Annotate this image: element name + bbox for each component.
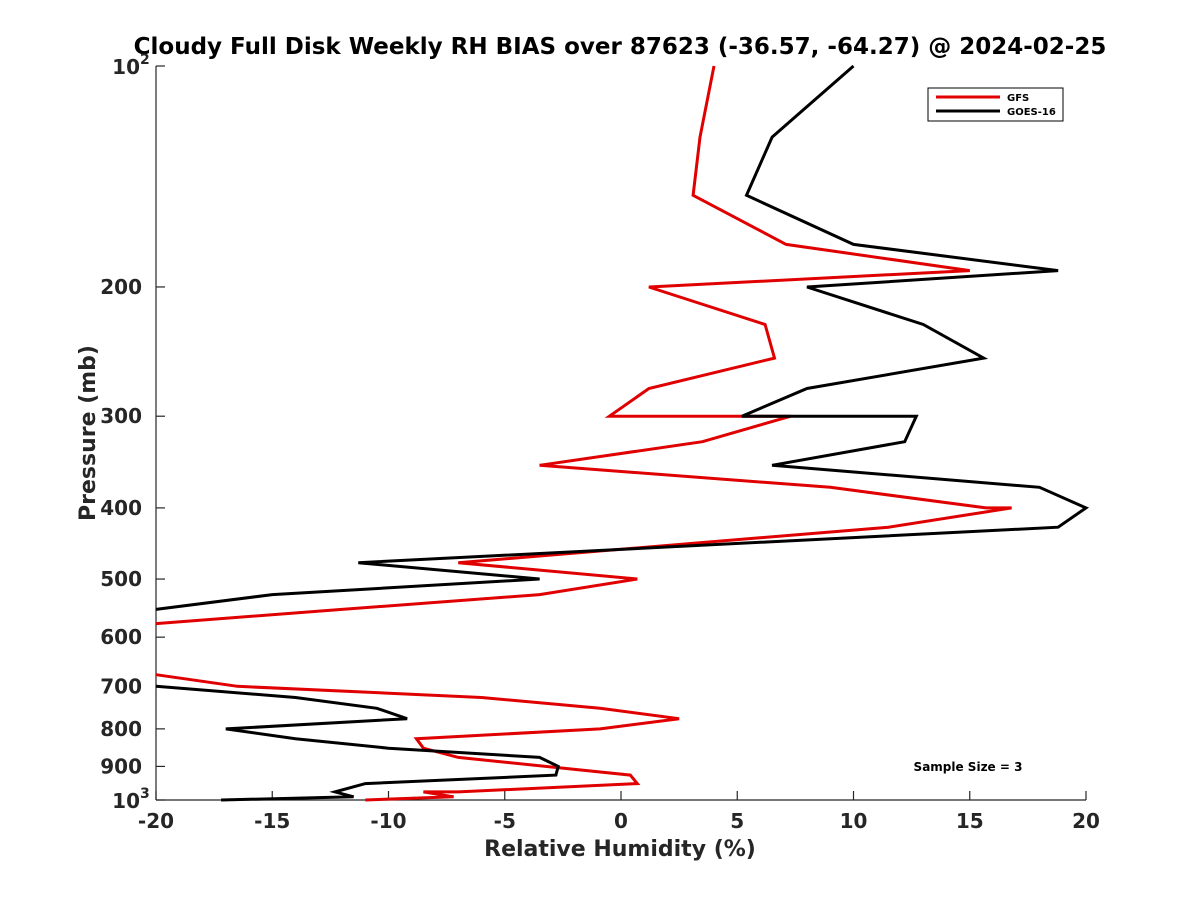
y-tick-exponent: 2	[140, 52, 150, 68]
y-tick-label: 900	[100, 754, 142, 778]
x-tick-label: -10	[370, 809, 406, 833]
y-tick-label: 10	[112, 55, 140, 79]
sample-size-annotation: Sample Size = 3	[914, 760, 1023, 774]
x-tick-label: 10	[840, 809, 868, 833]
chart-title: Cloudy Full Disk Weekly RH BIAS over 876…	[134, 34, 1107, 60]
x-tick-label: 0	[614, 809, 628, 833]
legend-box	[927, 87, 1064, 122]
x-tick-label: 5	[730, 809, 744, 833]
y-tick-label: 300	[100, 404, 142, 428]
legend-label: GOES-16	[1007, 107, 1056, 118]
x-axis-label: Relative Humidity (%)	[484, 837, 756, 862]
y-tick-label: 10	[112, 789, 140, 813]
x-axis-ticks: -20 -15 -10 -5 0 5 10 15 20	[138, 791, 1100, 833]
y-tick-label: 500	[100, 567, 142, 591]
y-tick-exponent: 3	[140, 786, 150, 802]
series-line-gfs	[155, 65, 1012, 802]
y-tick-label: 400	[100, 496, 142, 520]
x-tick-label: -5	[494, 809, 516, 833]
x-tick-label: -15	[254, 809, 290, 833]
legend-label: GFS	[1007, 93, 1029, 104]
legend: GFS GOES-16	[927, 87, 1064, 122]
y-axis-label: Pressure (mb)	[76, 345, 101, 521]
x-tick-label: 15	[956, 809, 984, 833]
x-tick-label: -20	[138, 809, 174, 833]
y-tick-label: 800	[100, 717, 142, 741]
series-layer	[155, 64, 1090, 802]
y-tick-label: 200	[100, 275, 142, 299]
x-tick-label: 20	[1072, 809, 1100, 833]
y-tick-label: 600	[100, 625, 142, 649]
series-line-goes-16	[155, 64, 1090, 802]
y-tick-label: 700	[100, 674, 142, 698]
